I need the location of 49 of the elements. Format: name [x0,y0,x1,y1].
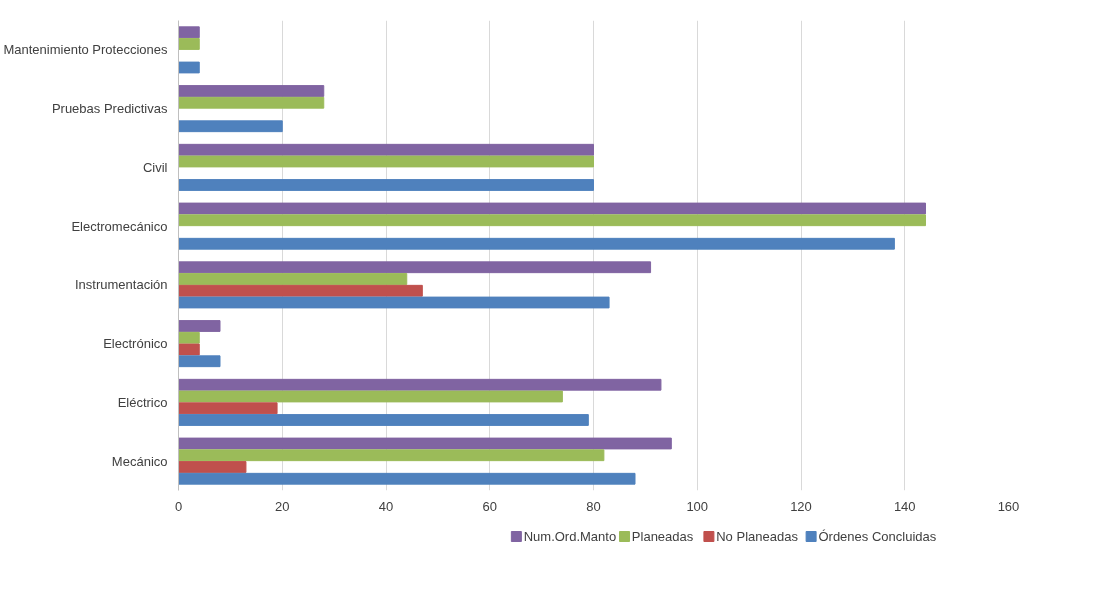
bar [178,414,589,426]
legend-label: Num.Ord.Manto [523,529,617,544]
x-tick-label: 40 [378,498,394,514]
legend-label: Planeadas [631,529,694,544]
bar [178,237,895,250]
bar [178,143,594,156]
bar [178,390,563,403]
y-tick-label: Electromecánico [71,218,168,234]
legend-label: Órdenes Concluidas [818,529,937,544]
bar [178,202,926,215]
y-tick-label: Eléctrico [117,394,168,410]
y-tick-label: Mantenimiento Protecciones [3,42,168,58]
bar [178,96,325,109]
bar [178,461,247,473]
bar [178,155,594,168]
bar [178,85,325,97]
y-tick-label: Pruebas Predictivas [51,101,168,117]
x-tick-label: 120 [790,498,812,514]
y-tick-label: Instrumentación [75,277,168,293]
bar [178,331,200,344]
bar [178,320,221,332]
bar [178,378,662,391]
bar [178,296,610,309]
legend-label: No Planeadas [716,529,799,544]
bar [178,437,672,450]
x-tick-label: 160 [997,498,1020,514]
bar [178,179,594,191]
bar [178,26,200,39]
bar [178,38,200,50]
bar [178,273,408,285]
y-tick-label: Electrónico [103,336,168,352]
bar [178,355,221,368]
x-tick-label: 100 [686,498,709,514]
bar [178,343,200,356]
x-tick-label: 60 [482,498,497,514]
bar [178,214,926,227]
bar [178,120,283,133]
bar [178,472,636,485]
bar [178,284,423,297]
y-tick-label: Mecánico [111,453,168,469]
bar [178,261,652,274]
x-tick-label: 0 [174,498,183,514]
x-tick-label: 80 [586,498,601,514]
bar [178,449,605,462]
x-tick-label: 20 [275,498,290,514]
bar [178,61,200,74]
bar [178,402,278,415]
x-tick-label: 140 [893,498,916,514]
y-tick-label: Civil [142,159,168,175]
